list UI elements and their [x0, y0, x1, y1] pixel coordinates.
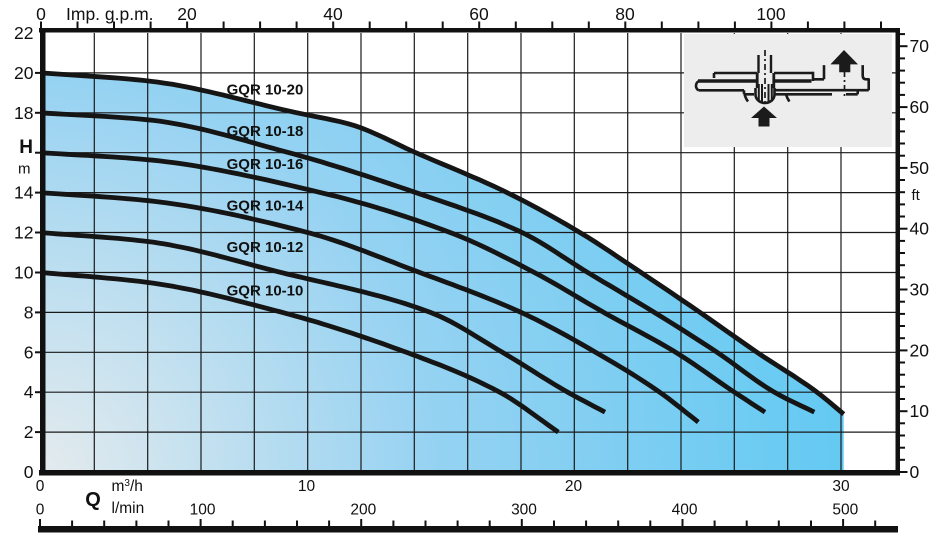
svg-text:H: H: [19, 137, 33, 158]
svg-text:60: 60: [469, 4, 489, 24]
svg-text:m3/h: m3/h: [112, 478, 143, 495]
svg-text:50: 50: [910, 158, 930, 178]
svg-text:12: 12: [14, 223, 33, 243]
svg-text:GQR 10-14: GQR 10-14: [227, 198, 304, 215]
svg-text:100: 100: [756, 4, 785, 24]
svg-text:0: 0: [910, 462, 920, 482]
svg-text:100: 100: [190, 502, 216, 519]
svg-text:20: 20: [14, 63, 34, 83]
svg-text:0: 0: [36, 502, 45, 519]
svg-text:GQR 10-12: GQR 10-12: [227, 239, 304, 256]
svg-text:10: 10: [298, 478, 316, 495]
svg-text:0: 0: [24, 462, 34, 482]
svg-text:Q: Q: [85, 489, 101, 511]
svg-text:200: 200: [350, 502, 376, 519]
svg-text:6: 6: [24, 342, 34, 362]
svg-text:40: 40: [323, 4, 343, 24]
svg-text:30: 30: [910, 280, 930, 300]
svg-text:14: 14: [14, 183, 34, 203]
svg-text:4: 4: [24, 382, 34, 402]
svg-text:70: 70: [910, 36, 930, 56]
svg-text:ft: ft: [912, 187, 921, 204]
svg-text:18: 18: [14, 103, 33, 123]
svg-text:60: 60: [910, 97, 930, 117]
svg-text:80: 80: [615, 4, 635, 24]
svg-text:8: 8: [24, 302, 34, 322]
svg-text:GQR 10-20: GQR 10-20: [227, 82, 304, 99]
svg-text:GQR 10-10: GQR 10-10: [227, 283, 304, 300]
svg-text:20: 20: [177, 4, 197, 24]
svg-text:GQR 10-16: GQR 10-16: [227, 156, 304, 173]
svg-text:300: 300: [511, 502, 537, 519]
svg-text:2: 2: [24, 422, 34, 442]
svg-text:40: 40: [910, 219, 930, 239]
svg-text:GQR 10-18: GQR 10-18: [227, 123, 304, 140]
svg-text:20: 20: [565, 478, 583, 495]
svg-text:30: 30: [832, 478, 850, 495]
svg-text:10: 10: [14, 263, 34, 283]
svg-text:l/min: l/min: [112, 500, 145, 517]
svg-text:0: 0: [36, 4, 46, 24]
svg-text:22: 22: [14, 23, 33, 43]
svg-text:m: m: [18, 161, 31, 178]
svg-text:400: 400: [672, 502, 698, 519]
svg-text:Imp. g.p.m.: Imp. g.p.m.: [66, 4, 154, 24]
svg-text:500: 500: [832, 502, 858, 519]
svg-text:20: 20: [910, 340, 930, 360]
svg-text:10: 10: [910, 401, 930, 421]
svg-text:0: 0: [36, 478, 45, 495]
